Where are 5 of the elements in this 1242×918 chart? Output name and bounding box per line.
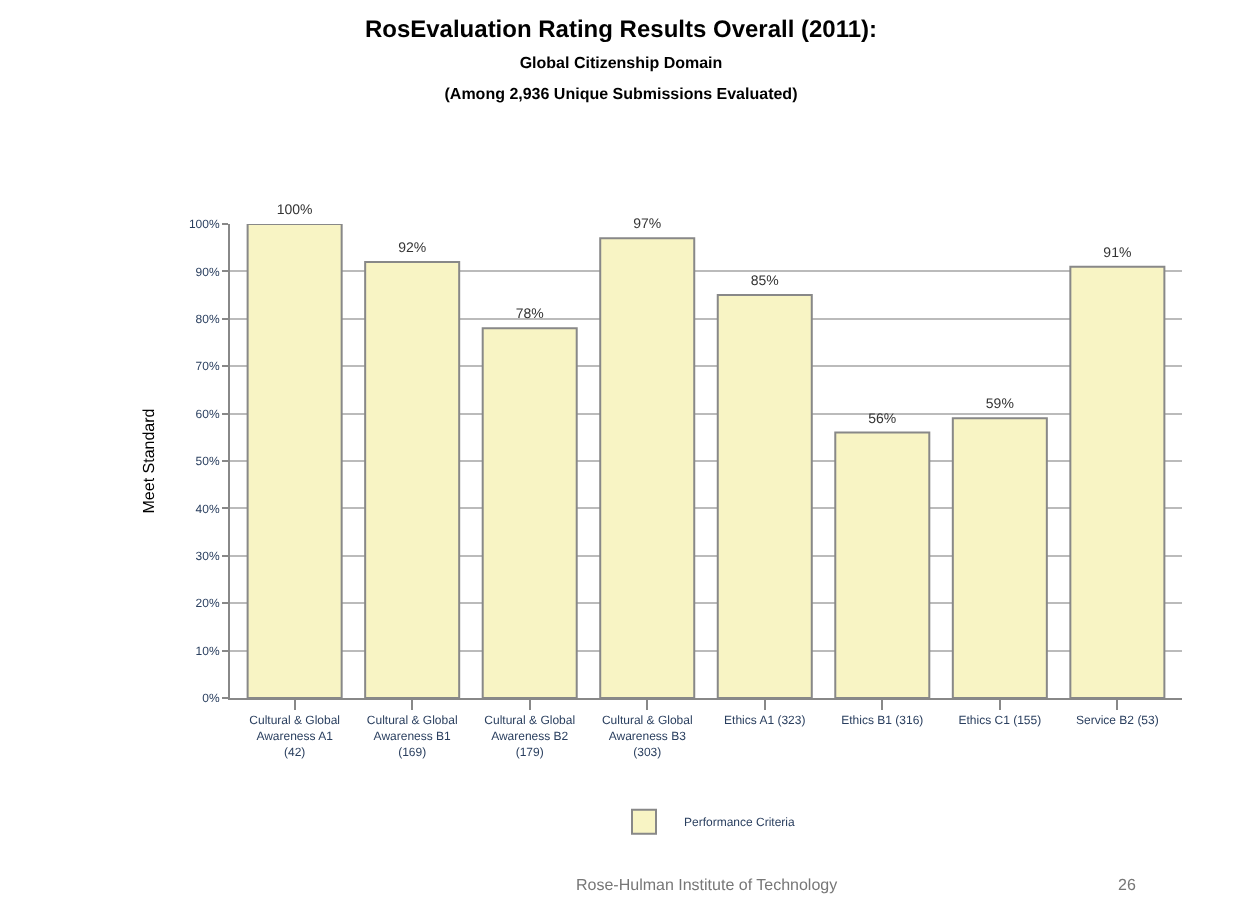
chart-title: RosEvaluation Rating Results Overall (2011): — [364, 14, 878, 43]
chart-subtitle: Global Citizenship Domain (Among 2,936 Unique Submissions Evaluated) — [444, 53, 799, 104]
y-axis-title: Meet Standard — [140, 408, 159, 514]
text: 26 — [1118, 876, 1137, 894]
text: Rose-Hulman Institute of Technology — [576, 876, 838, 894]
